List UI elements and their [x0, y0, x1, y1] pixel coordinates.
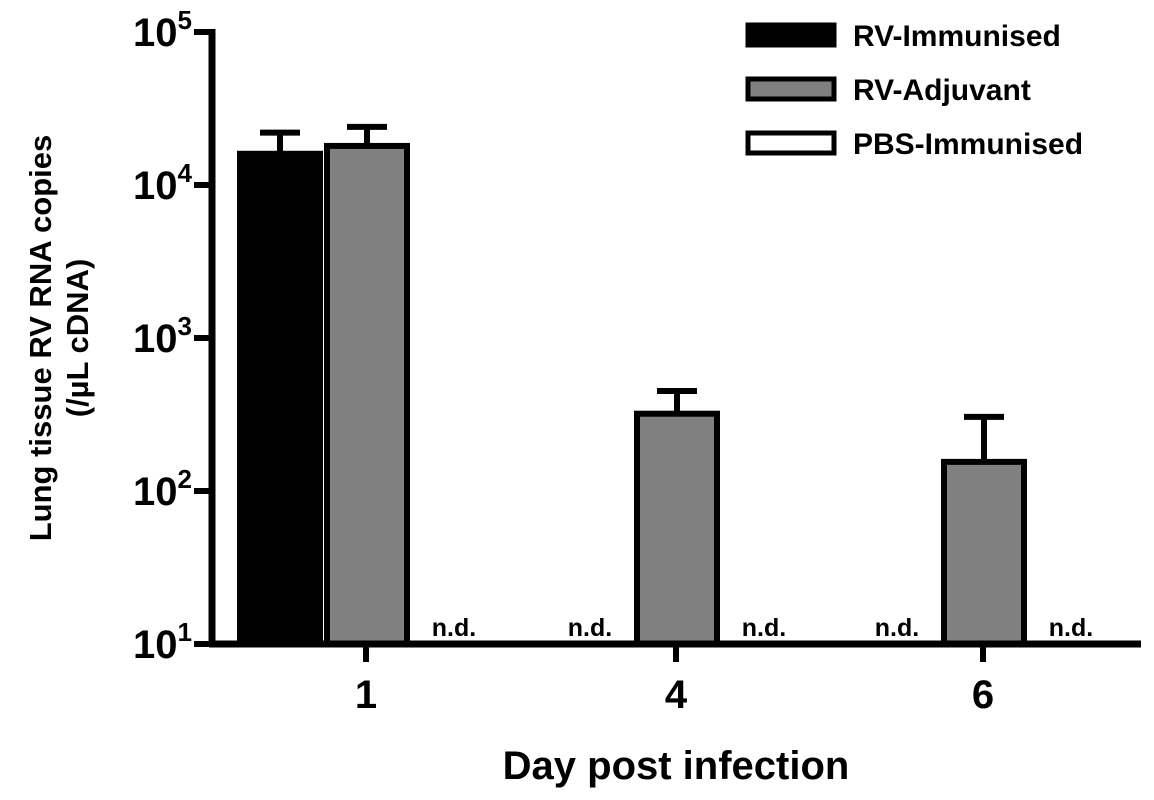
not-detected-label: n.d. [432, 614, 476, 642]
y-tick-label: 101 [133, 617, 192, 667]
legend-label: RV-Adjuvant [853, 74, 1031, 107]
error-bar [657, 388, 697, 414]
bar [941, 458, 1027, 647]
bars-layer: n.d. n.d. n.d. n.d. n.d. [237, 123, 1093, 648]
legend-swatch [745, 76, 837, 102]
y-axis-label-line1: Lung tissue RV RNA copies [23, 135, 58, 542]
legend-swatch [745, 130, 837, 156]
legend-label: RV-Immunised [853, 20, 1061, 53]
bar [237, 150, 323, 647]
x-axis-label: Day post infection [503, 744, 850, 788]
axes-layer: 101 102 103 104 105 1 4 6 [133, 5, 1141, 717]
labels-layer: Day post infection Lung tissue RV RNA co… [23, 135, 849, 788]
x-tick-label: 4 [665, 673, 688, 717]
legend: RV-Immunised RV-Adjuvant PBS-Immunised [745, 20, 1083, 161]
not-detected-label: n.d. [1049, 614, 1093, 642]
bar [324, 142, 410, 648]
x-tick-label: 1 [355, 673, 377, 717]
error-bar [260, 129, 300, 154]
y-tick-label: 105 [133, 5, 192, 55]
error-bar [964, 413, 1004, 462]
not-detected-label: n.d. [875, 614, 919, 642]
y-tick-label: 103 [133, 311, 192, 361]
legend-swatch [745, 22, 837, 48]
not-detected-label: n.d. [742, 614, 786, 642]
y-tick-label: 102 [133, 464, 192, 514]
y-axis-label-line2: (/µL cDNA) [60, 259, 95, 418]
x-tick-label: 6 [972, 673, 994, 717]
bar [634, 410, 720, 648]
error-bar [347, 123, 387, 146]
legend-label: PBS-Immunised [853, 128, 1083, 161]
y-tick-label: 104 [133, 158, 193, 208]
not-detected-label: n.d. [568, 614, 612, 642]
